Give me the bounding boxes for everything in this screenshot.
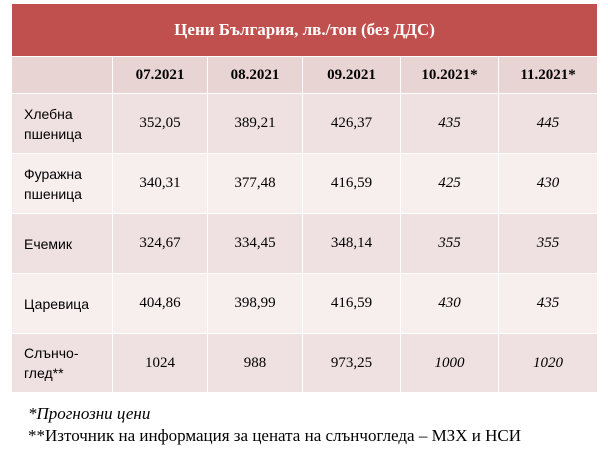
table-row: Царевица 404,86 398,99 416,59 430 435 [11,273,599,334]
table-row: Ечемик 324,67 334,45 348,14 355 355 [11,213,599,274]
row-label: Ечемик [11,213,113,274]
table-cell: 973,25 [302,333,401,393]
table-row: Хлебна пшеница 352,05 389,21 426,37 435 … [11,93,599,154]
table-cell: 416,59 [302,153,401,214]
column-header: 08.2021 [207,56,303,94]
row-label-line: Ечемик [24,235,72,252]
row-label: Хлебна пшеница [11,93,113,154]
forecast-cell: 445 [497,93,599,154]
table-cell: 988 [207,333,303,393]
forecast-cell: 435 [400,93,499,154]
header-corner-cell [11,56,113,94]
column-header: 11.2021* [497,56,599,94]
row-label-line: Хлебна [24,105,73,122]
table-cell: 426,37 [302,93,401,154]
forecast-cell: 1000 [400,333,499,393]
column-header: 07.2021 [112,56,208,94]
table-cell: 340,31 [112,153,208,214]
table-cell: 404,86 [112,273,208,334]
column-header: 09.2021 [302,56,401,94]
source-footnote: **Източник на информация за цената на сл… [28,426,521,445]
row-label-line: Слънчо- [24,345,79,361]
table-row: Фуражна пшеница 340,31 377,48 416,59 425… [11,153,599,214]
table-title-row: Цени България, лв./тон (без ДДС) [10,3,599,57]
row-label-line: Фуражна [24,165,82,182]
row-label: Фуражна пшеница [11,153,113,214]
forecast-cell: 355 [400,213,499,274]
forecast-cell: 435 [497,273,599,334]
row-label: Царевица [11,273,113,334]
table-cell: 334,45 [207,213,303,274]
table-header-row: 07.2021 08.2021 09.2021 10.2021* 11.2021… [11,56,599,94]
table-cell: 398,99 [207,273,303,334]
forecast-cell: 425 [400,153,499,214]
row-label-line: пшеница [24,185,82,202]
forecast-cell: 430 [497,153,599,214]
column-header: 10.2021* [400,56,499,94]
table-row: Слънчо- глед** 1024 988 973,25 1000 1020 [11,333,599,393]
price-table: Цени България, лв./тон (без ДДС) 07.2021… [10,3,599,393]
table-cell: 1024 [112,333,208,393]
table-cell: 416,59 [302,273,401,334]
forecast-cell: 430 [400,273,499,334]
table-cell: 348,14 [302,213,401,274]
table-cell: 324,67 [112,213,208,274]
forecast-footnote: *Прогнозни цени [28,404,151,423]
forecast-cell: 355 [497,213,599,274]
row-label: Слънчо- глед** [11,333,113,393]
forecast-cell: 1020 [497,333,599,393]
table-cell: 377,48 [207,153,303,214]
footnotes: *Прогнозни цени **Източник на информация… [28,403,521,447]
table-cell: 352,05 [112,93,208,154]
row-label-line: глед** [24,365,64,381]
row-label-line: Царевица [24,295,90,312]
table-title: Цени България, лв./тон (без ДДС) [10,3,599,57]
row-label-line: пшеница [24,125,82,142]
table-cell: 389,21 [207,93,303,154]
